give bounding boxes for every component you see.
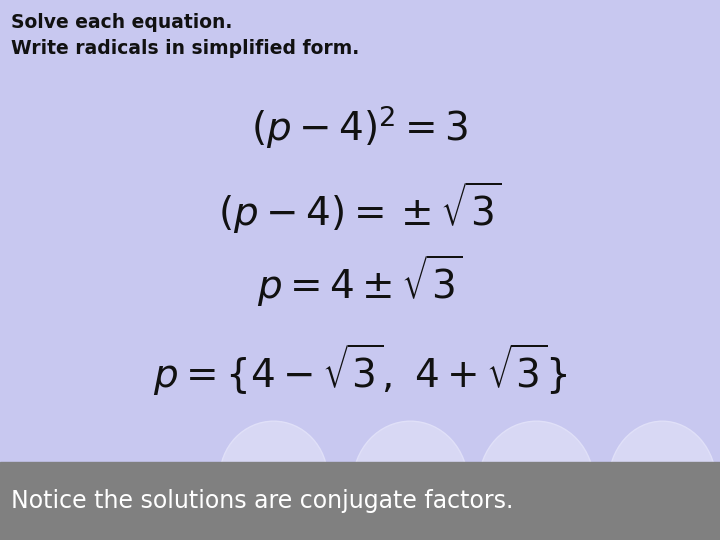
Text: $p = \{4-\sqrt{3},\ 4+\sqrt{3}\}$: $p = \{4-\sqrt{3},\ 4+\sqrt{3}\}$ (153, 342, 567, 398)
Text: $(p-4) = \pm\sqrt{3}$: $(p-4) = \pm\sqrt{3}$ (218, 180, 502, 236)
Text: $(p-4)^2 = 3$: $(p-4)^2 = 3$ (251, 103, 469, 151)
Text: $p = 4 \pm \sqrt{3}$: $p = 4 \pm \sqrt{3}$ (257, 253, 463, 309)
Ellipse shape (608, 421, 716, 540)
Ellipse shape (220, 421, 328, 535)
Text: Solve each equation.
Write radicals in simplified form.: Solve each equation. Write radicals in s… (11, 14, 359, 57)
FancyBboxPatch shape (0, 462, 720, 540)
Ellipse shape (353, 421, 468, 540)
Text: Notice the solutions are conjugate factors.: Notice the solutions are conjugate facto… (11, 489, 513, 513)
Ellipse shape (479, 421, 594, 540)
